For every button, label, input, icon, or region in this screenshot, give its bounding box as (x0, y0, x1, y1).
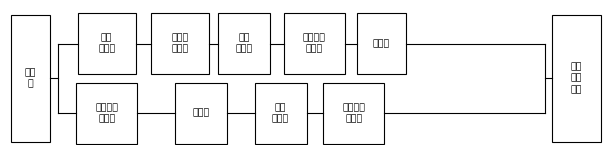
Bar (284, 13, 345, 74)
Text: 环形
器: 环形 器 (25, 68, 36, 88)
Text: 第二功率
放大器: 第二功率 放大器 (95, 103, 118, 123)
Text: 第三功率
放大器: 第三功率 放大器 (342, 103, 365, 123)
Text: 第一功率
放大器: 第一功率 放大器 (303, 33, 326, 54)
Bar (11, 14, 50, 142)
Bar (176, 83, 228, 144)
Bar (78, 13, 136, 74)
Bar (218, 13, 270, 74)
Text: 衰减器: 衰减器 (373, 39, 390, 48)
Text: 低噪声
放大器: 低噪声 放大器 (171, 33, 188, 54)
Text: 开关
限幅器: 开关 限幅器 (98, 33, 115, 54)
Bar (76, 83, 137, 144)
Bar (151, 13, 209, 74)
Text: 收发
转换
开关: 收发 转换 开关 (571, 63, 582, 94)
Bar (255, 83, 307, 144)
Bar (323, 83, 384, 144)
Text: 第二
滤波器: 第二 滤波器 (272, 103, 289, 123)
Bar (552, 14, 601, 142)
Text: 第一
滤波器: 第一 滤波器 (235, 33, 253, 54)
Text: 限幅器: 限幅器 (193, 109, 210, 118)
Bar (357, 13, 406, 74)
